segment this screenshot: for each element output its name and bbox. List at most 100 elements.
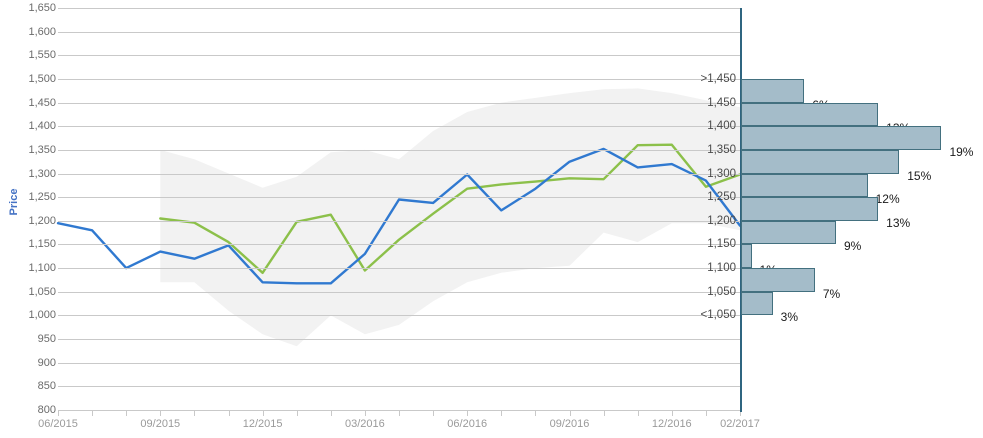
histogram-bar[interactable] <box>741 197 879 221</box>
y-tick-label: 1,350 <box>28 143 56 156</box>
x-tick <box>637 410 639 416</box>
gridline <box>58 244 740 246</box>
gridline <box>58 339 740 341</box>
y-tick-label: 850 <box>37 380 56 393</box>
y-tick-label: 1,650 <box>28 2 56 14</box>
histogram-bin-label: 1,350 <box>707 143 736 156</box>
x-tick <box>740 410 741 416</box>
x-tick <box>364 410 366 416</box>
x-axis-label: 03/2016 <box>345 418 385 430</box>
y-tick-label: 1,150 <box>28 238 56 251</box>
x-axis-label: 09/2015 <box>140 418 181 430</box>
x-tick <box>126 410 128 416</box>
gridline <box>58 126 740 128</box>
histogram-bar-label: 9% <box>843 239 862 254</box>
y-tick-label: 1,000 <box>28 309 56 322</box>
histogram-bar-label: 7% <box>822 286 841 301</box>
x-axis-label: 09/2016 <box>549 418 590 430</box>
gridline <box>58 173 740 175</box>
gridline <box>58 197 740 199</box>
y-tick-label: 1,400 <box>28 120 56 133</box>
gridline <box>58 149 740 151</box>
x-tick <box>296 410 298 416</box>
gridline <box>58 220 740 222</box>
histogram-bar[interactable] <box>741 220 836 245</box>
y-tick-label: 800 <box>37 404 56 416</box>
forecast-line-green <box>159 143 742 274</box>
y-tick-label: 1,300 <box>28 167 56 180</box>
histogram-bar[interactable] <box>741 126 942 150</box>
x-tick <box>433 410 435 416</box>
histogram-bin-label: 1,450 <box>707 96 736 109</box>
gridline <box>58 78 740 80</box>
gridline <box>58 8 740 9</box>
x-tick <box>501 410 503 416</box>
y-tick-label: 900 <box>37 356 56 369</box>
x-axis-label: 06/2016 <box>447 418 488 430</box>
y-tick-label: 1,550 <box>28 49 56 62</box>
histogram-bar-label: 13% <box>886 215 911 230</box>
x-tick <box>262 410 264 416</box>
x-axis-label: 02/2017 <box>720 418 760 430</box>
x-tick <box>467 410 469 416</box>
histogram-bar[interactable] <box>741 291 773 316</box>
x-axis-label: 12/2015 <box>242 418 283 430</box>
histogram-bin-label: 1,250 <box>707 191 736 204</box>
histogram-bar-label: 15% <box>907 168 932 183</box>
y-tick-label: 950 <box>37 333 56 346</box>
y-tick-label: 1,450 <box>28 96 56 109</box>
x-tick <box>535 410 537 416</box>
x-tick <box>603 410 605 416</box>
gridline <box>58 291 740 293</box>
gridline <box>58 31 740 33</box>
plot-area <box>56 8 742 410</box>
x-tick <box>671 410 673 416</box>
gridline <box>58 362 740 364</box>
y-tick-label: 1,500 <box>28 72 56 85</box>
y-tick-label: 1,100 <box>28 262 56 275</box>
x-axis-label: 12/2016 <box>651 418 692 430</box>
x-tick <box>569 410 571 416</box>
price-line-blue <box>56 147 742 285</box>
y-tick-label: 1,600 <box>28 25 56 38</box>
histogram-bar[interactable] <box>741 268 815 292</box>
histogram-bar[interactable] <box>741 173 868 198</box>
x-tick <box>160 410 162 416</box>
histogram-bar[interactable] <box>741 244 752 269</box>
histogram-bar-label: 3% <box>780 310 798 325</box>
histogram-bar-label: 19% <box>949 144 974 159</box>
gridline <box>58 386 740 388</box>
x-axis-label: 06/2015 <box>38 418 78 430</box>
gridline <box>58 55 740 57</box>
x-tick <box>92 410 94 416</box>
histogram-bin-labels: >1,450 1,450 1,400 1,350 1,300 1,250 1,200 1,15… <box>676 0 737 438</box>
y-tick-label: 1,050 <box>28 285 56 298</box>
series-layer <box>56 88 742 347</box>
x-tick <box>330 410 332 416</box>
x-tick <box>194 410 196 416</box>
x-tick <box>705 410 707 416</box>
histogram-bin-label: 1,100 <box>707 262 736 275</box>
histogram-bin-label: 1,200 <box>707 214 736 227</box>
histogram-bar[interactable] <box>741 149 900 174</box>
histogram-bin-label: 1,300 <box>707 167 736 180</box>
histogram-bar[interactable] <box>741 78 805 103</box>
histogram-bin-label: 1,400 <box>707 120 736 133</box>
histogram-bin-label: <1,050 <box>700 309 737 322</box>
x-tick <box>58 410 59 416</box>
y-tick-label: 1,250 <box>28 191 56 204</box>
gridline <box>58 268 740 270</box>
gridline <box>58 102 740 104</box>
histogram-bin-label: >1,450 <box>700 72 737 85</box>
histogram-bar[interactable] <box>741 102 879 127</box>
histogram-bar-label: 12% <box>875 192 900 207</box>
histogram-bin-label: 1,150 <box>707 238 736 251</box>
histogram-bin-label: 1,050 <box>707 285 736 298</box>
x-tick <box>228 410 230 416</box>
y-axis-ticks: 1,650 1,600 1,550 1,500 1,450 1,400 1,350 1,300… <box>0 0 56 438</box>
gridline <box>58 315 740 317</box>
y-tick-label: 1,200 <box>28 214 56 227</box>
x-tick <box>399 410 400 416</box>
